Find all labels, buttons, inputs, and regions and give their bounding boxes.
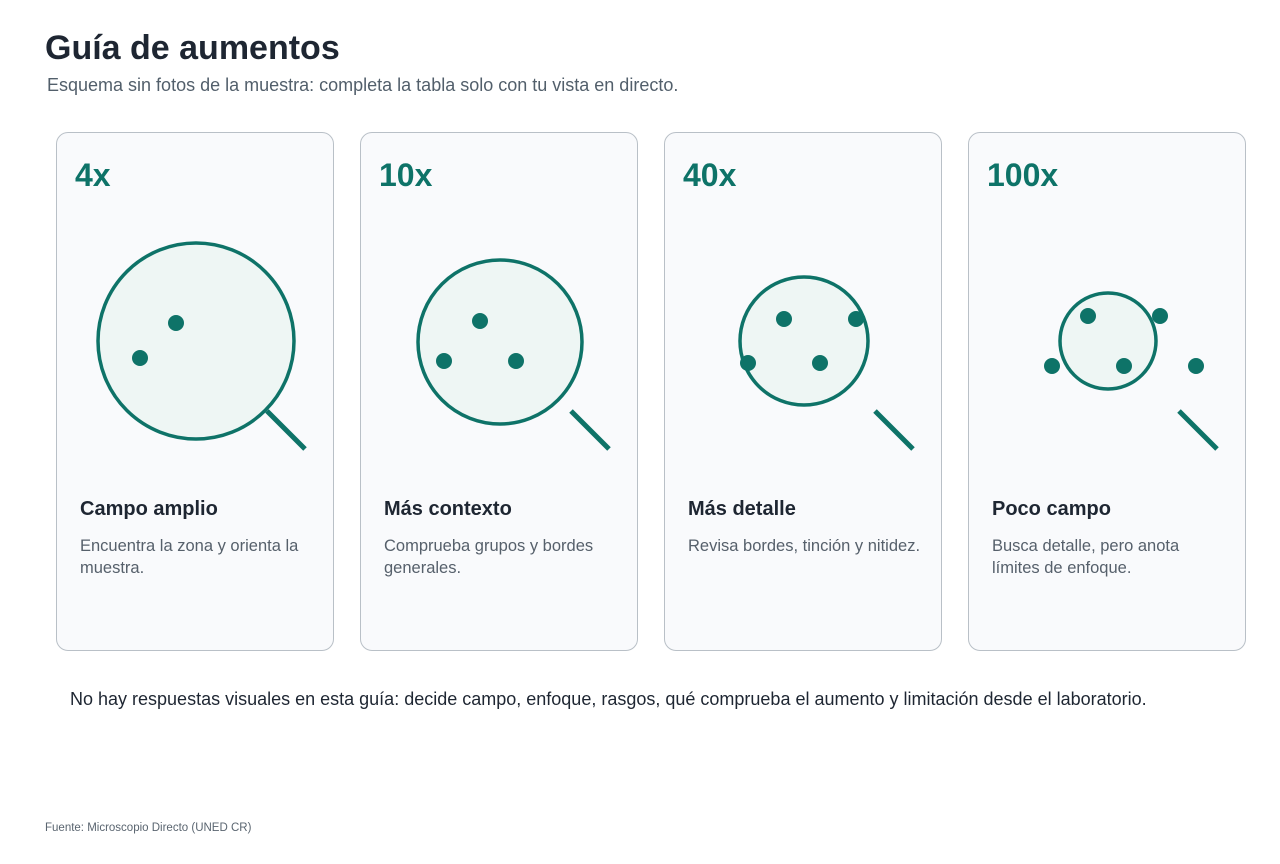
sample-dot [812,355,828,371]
sample-dot [436,353,452,369]
magnifier-icon [1044,291,1219,451]
magnifier-handle [873,409,915,451]
card-description: Revisa bordes, tinción y nitidez. [688,537,921,555]
sample-dot [508,353,524,369]
magnifier-handle [569,409,611,451]
card-heading: Más contexto [384,498,512,520]
page-subtitle: Esquema sin fotos de la muestra: complet… [47,75,679,95]
card-100x: 100x Poco campo Busca detalle, pero anot… [968,132,1246,651]
sample-dot [848,311,864,327]
magnifier-lens [96,241,296,441]
card-10x: 10x Más contexto Comprueba grupos y bord… [360,132,638,651]
sample-dot [1116,358,1132,374]
source-credit: Fuente: Microscopio Directo (UNED CR) [45,822,252,834]
magnifier-lens [1058,291,1158,391]
card-description: Comprueba grupos y bordes generales. [384,537,594,577]
sample-dot [1044,358,1060,374]
card-heading: Campo amplio [80,498,218,520]
magnifier-handle [265,409,307,451]
sample-dot [740,355,756,371]
card-description: Encuentra la zona y orienta la muestra. [80,537,299,577]
sample-dot [1188,358,1204,374]
sample-dot [1152,308,1168,324]
sample-dot [1080,308,1096,324]
card-magnification: 4x [75,157,111,193]
sample-dot [168,315,184,331]
card-magnification: 100x [987,157,1059,193]
magnifier-icon [416,258,611,451]
magnifier-handle [1177,409,1219,451]
card-heading: Poco campo [992,498,1111,520]
page-title: Guía de aumentos [45,29,340,67]
magnifier-lens [738,275,870,407]
sample-dot [776,311,792,327]
card-magnification: 40x [683,157,737,193]
magnifier-lens [416,258,584,426]
card-magnification: 10x [379,157,433,193]
guide-note: No hay respuestas visuales en esta guía:… [70,689,1147,709]
magnifier-icon [96,241,307,451]
card-description: Busca detalle, pero anota límites de enf… [992,537,1180,577]
card-40x: 40x Más detalle Revisa bordes, tinción y… [664,132,942,651]
sample-dot [472,313,488,329]
sample-dot [132,350,148,366]
magnifier-icon [738,275,915,451]
card-heading: Más detalle [688,498,796,520]
magnification-cards: 4x Campo amplio Encuentra la zona y orie… [56,132,1249,653]
card-4x: 4x Campo amplio Encuentra la zona y orie… [56,132,334,651]
